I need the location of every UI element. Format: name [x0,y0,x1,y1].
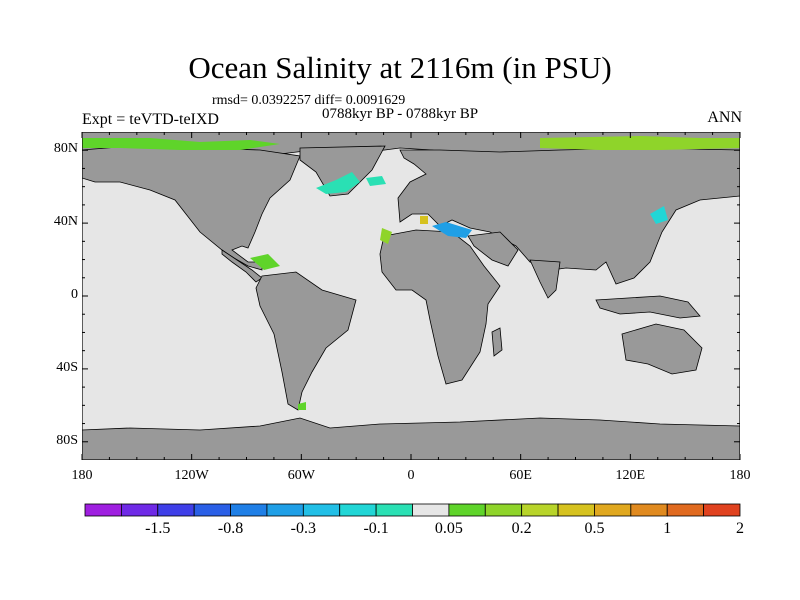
longitude-label: 180 [71,468,93,483]
colorbar-swatch [630,503,668,517]
colorbar-swatch [448,503,486,517]
longitude-label: 120W [174,468,209,483]
colorbar-label: 2 [736,520,744,537]
colorbar-label: 1 [663,520,672,537]
latitude-label: 40S [56,359,78,375]
colorbar-label: -1.5 [145,520,171,537]
labrador-sea-patch [316,172,360,194]
iberia-patch [380,228,392,244]
colorbar-swatch [703,503,741,517]
tyrrhenian-patch [420,216,428,224]
arctic-east-patch [540,136,740,150]
colorbar [84,503,741,517]
colorbar-swatch [157,503,195,517]
antarctica [82,417,740,460]
colorbar-label: -0.3 [290,520,316,537]
map-title: Ocean Salinity at 2116m (in PSU) [188,50,612,85]
colorbar-swatch [521,503,559,517]
iceland-patch [366,176,386,186]
axis-ticks [81,132,741,460]
anomaly-patches [82,136,740,410]
longitude-label: 60W [287,468,315,483]
colorbar-swatch [375,503,413,517]
arctic-rim-patch [82,138,280,150]
colorbar-swatch [339,503,377,517]
australia [621,323,703,375]
south-america [255,271,357,411]
colorbar-label: -0.8 [217,520,244,537]
colorbar-swatch [557,503,595,517]
colorbar-swatch [412,503,450,517]
latitude-label: 80S [56,432,78,448]
africa [379,229,501,385]
arabia [467,231,519,267]
colorbar-label: 0.05 [434,520,463,537]
latitude-label: 80N [53,141,78,157]
south-atlantic-patch [298,402,306,410]
latitude-label: 0 [71,287,78,302]
greenland [299,145,386,197]
maritime-continent [595,295,701,319]
central-america [221,249,263,283]
india [529,259,561,299]
colorbar-swatch [666,503,705,517]
colorbar-swatch [230,503,268,517]
latitude-label: 40N [53,214,78,230]
colorbar-label: 0.5 [584,520,605,537]
caribbean-patch [250,254,280,270]
colorbar-swatch [84,503,122,517]
colorbar-label: -0.1 [363,520,389,537]
colorbar-swatch [266,503,304,517]
japan-sea-patch [650,206,668,224]
mediterranean-patch [432,222,472,238]
colorbar-swatch [484,503,523,517]
colorbar-swatch [193,503,231,517]
stats-line: rmsd= 0.0392257 diff= 0.0091629 [212,93,406,108]
colorbar-label: 0.2 [511,520,532,537]
longitude-label: 60E [509,468,532,483]
madagascar [491,327,503,357]
period-label: 0788kyr BP - 0788kyr BP [322,106,479,122]
longitude-label: 180 [729,468,751,483]
colorbar-swatch [120,503,159,517]
season-label: ANN [707,109,742,126]
experiment-label: Expt = teVTD-teIXD [82,111,219,128]
longitude-label: 120E [615,468,646,483]
longitude-label: 0 [407,468,415,483]
colorbar-swatch [302,503,341,517]
colorbar-swatch [594,503,632,517]
